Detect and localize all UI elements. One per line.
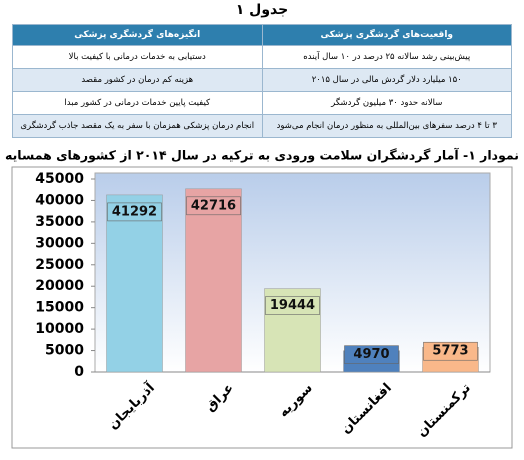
row: سالانه حدود ۳۰ میلیون گردشگر کیفیت پایین … bbox=[12, 91, 512, 115]
cell: ۳ تا ۴ درصد سفرهای بین‌المللی به منظور د… bbox=[261, 114, 512, 138]
table-title: جدول ۱ bbox=[235, 2, 289, 18]
cell: انجام درمان پزشکی همزمان با سفر به یک مق… bbox=[12, 114, 263, 138]
y-tick-label: 20000 bbox=[35, 278, 84, 294]
y-tick-label: 40000 bbox=[35, 192, 84, 208]
table: واقعیت‌های گردشگری پزشکی انگیزه‌های گردش… bbox=[12, 24, 512, 138]
y-tick-label: 10000 bbox=[35, 321, 84, 337]
row: پیش‌بینی رشد سالانه ۲۵ درصد در ۱۰ سال آی… bbox=[12, 45, 512, 69]
value-label-box bbox=[186, 196, 241, 216]
value-label: 4970 bbox=[353, 347, 389, 362]
y-tick-label: 45000 bbox=[35, 171, 84, 187]
value-label-box bbox=[265, 296, 320, 315]
value-label: 41292 bbox=[112, 204, 157, 219]
bar bbox=[106, 194, 163, 373]
value-label: 19444 bbox=[270, 298, 315, 313]
bar bbox=[185, 188, 242, 373]
cell: کیفیت پایین خدمات درمانی در کشور مبدا bbox=[12, 91, 263, 115]
header-row: واقعیت‌های گردشگری پزشکی انگیزه‌های گردش… bbox=[12, 24, 512, 46]
y-tick-label: 25000 bbox=[35, 257, 84, 273]
cell: هزینه کم درمان در کشور مقصد bbox=[12, 68, 263, 92]
y-tick-label: 0 bbox=[74, 364, 84, 380]
row: ۳ تا ۴ درصد سفرهای بین‌المللی به منظور د… bbox=[12, 114, 512, 138]
cell: سالانه حدود ۳۰ میلیون گردشگر bbox=[261, 91, 512, 115]
header-cell: انگیزه‌های گردشگری پزشکی bbox=[12, 24, 263, 46]
value-label: 5773 bbox=[432, 344, 468, 359]
cell: پیش‌بینی رشد سالانه ۲۵ درصد در ۱۰ سال آی… bbox=[261, 45, 512, 69]
y-tick-label: 5000 bbox=[45, 343, 84, 359]
value-label: 42716 bbox=[191, 198, 236, 213]
header-cell: واقعیت‌های گردشگری پزشکی bbox=[261, 24, 512, 46]
chart-title: نمودار ۱- آمار گردشگران سلامت ورودی به ت… bbox=[5, 148, 519, 163]
chart: نمودار ۱- آمار گردشگران سلامت ورودی به ت… bbox=[5, 148, 519, 449]
y-tick-label: 35000 bbox=[35, 214, 84, 230]
cell: ۱۵۰ میلیارد دلار گردش مالی در سال ۲۰۱۵ bbox=[261, 68, 512, 92]
cell: دستیابی به خدمات درمانی با کیفیت بالا bbox=[12, 45, 263, 69]
value-label-box bbox=[423, 341, 478, 361]
y-tick-label: 30000 bbox=[35, 235, 84, 251]
y-tick-label: 15000 bbox=[35, 300, 84, 316]
value-label-box bbox=[107, 202, 162, 222]
row: ۱۵۰ میلیارد دلار گردش مالی در سال ۲۰۱۵ هز… bbox=[12, 68, 512, 92]
value-label-box bbox=[344, 345, 399, 364]
